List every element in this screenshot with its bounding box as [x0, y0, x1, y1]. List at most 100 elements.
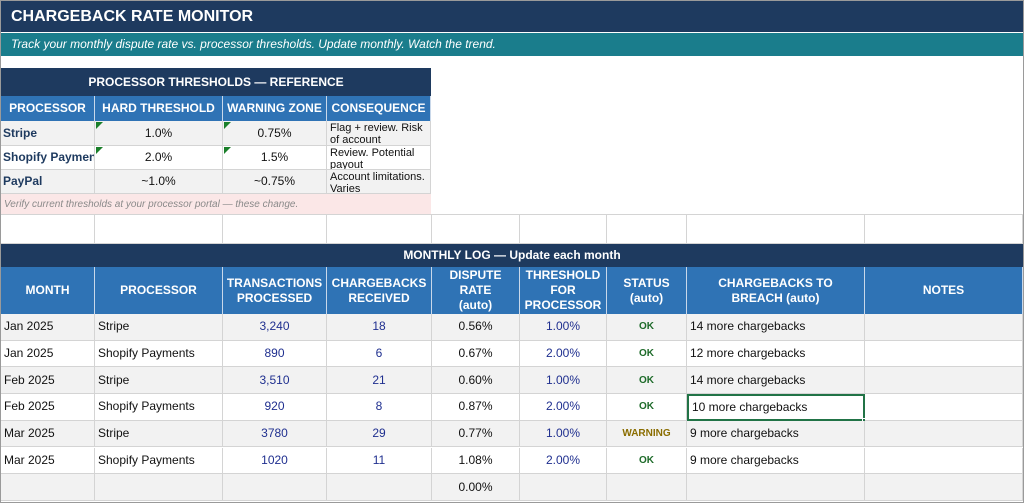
log-column-header: MONTH: [1, 267, 95, 314]
log-cell[interactable]: Jan 2025: [1, 314, 95, 341]
ref-note: Verify current thresholds at your proces…: [1, 194, 431, 214]
log-cell[interactable]: 890: [223, 341, 327, 368]
log-cell[interactable]: OK: [607, 314, 687, 341]
empty-cell: [520, 214, 607, 244]
log-cell[interactable]: 10 more chargebacks: [687, 394, 865, 421]
empty-cell: [865, 214, 1023, 244]
log-cell[interactable]: 3,240: [223, 314, 327, 341]
log-column-header: CHARGEBACKS RECEIVED: [327, 267, 432, 314]
log-column-header: THRESHOLD FOR PROCESSOR: [520, 267, 607, 314]
log-column-header: PROCESSOR: [95, 267, 223, 314]
log-cell[interactable]: 2.00%: [520, 394, 607, 421]
log-column-header: TRANSACTIONS PROCESSED: [223, 267, 327, 314]
ref-cell[interactable]: Review. Potential payout: [327, 146, 431, 170]
log-title: MONTHLY LOG — Update each month: [1, 244, 1023, 267]
log-cell[interactable]: 3780: [223, 421, 327, 448]
log-cell[interactable]: 9 more chargebacks: [687, 421, 865, 448]
log-cell[interactable]: 9 more chargebacks: [687, 448, 865, 475]
empty-cell: [865, 314, 1023, 341]
log-cell[interactable]: 11: [327, 448, 432, 475]
log-cell[interactable]: WARNING: [607, 421, 687, 448]
log-cell[interactable]: 14 more chargebacks: [687, 314, 865, 341]
empty-cell: [865, 421, 1023, 448]
empty-cell: [95, 214, 223, 244]
comment-indicator: [224, 147, 231, 154]
empty-cell: [1, 214, 95, 244]
log-cell[interactable]: 0.00%: [432, 474, 520, 501]
comment-indicator: [224, 122, 231, 129]
empty-cell: [327, 214, 432, 244]
ref-cell[interactable]: Flag + review. Risk of account: [327, 121, 431, 146]
log-cell[interactable]: 0.60%: [432, 367, 520, 394]
empty-cell: [223, 474, 327, 501]
empty-cell: [865, 367, 1023, 394]
log-cell[interactable]: 0.77%: [432, 421, 520, 448]
ref-column-header: HARD THRESHOLD: [95, 96, 223, 121]
log-cell[interactable]: OK: [607, 341, 687, 368]
empty-cell: [865, 448, 1023, 475]
log-cell[interactable]: 0.56%: [432, 314, 520, 341]
log-cell[interactable]: Stripe: [95, 421, 223, 448]
log-cell[interactable]: 3,510: [223, 367, 327, 394]
log-cell[interactable]: 12 more chargebacks: [687, 341, 865, 368]
empty-cell: [687, 214, 865, 244]
sheet-title: CHARGEBACK RATE MONITOR: [1, 1, 1023, 32]
empty-cell: [1, 474, 95, 501]
log-cell[interactable]: 1.00%: [520, 367, 607, 394]
log-cell[interactable]: 2.00%: [520, 341, 607, 368]
log-cell[interactable]: Shopify Payments: [95, 448, 223, 475]
empty-cell: [865, 341, 1023, 368]
ref-cell[interactable]: Shopify Paymen: [1, 146, 95, 170]
log-cell[interactable]: 1.00%: [520, 421, 607, 448]
log-cell[interactable]: Stripe: [95, 314, 223, 341]
log-cell[interactable]: 920: [223, 394, 327, 421]
log-cell[interactable]: OK: [607, 448, 687, 475]
ref-cell[interactable]: 1.0%: [95, 121, 223, 146]
log-cell[interactable]: Jan 2025: [1, 341, 95, 368]
log-cell[interactable]: 0.67%: [432, 341, 520, 368]
log-column-header: NOTES: [865, 267, 1023, 314]
sheet-subtitle: Track your monthly dispute rate vs. proc…: [1, 33, 1023, 56]
ref-cell[interactable]: PayPal: [1, 170, 95, 194]
empty-cell: [687, 474, 865, 501]
ref-cell[interactable]: 1.5%: [223, 146, 327, 170]
log-column-header: CHARGEBACKS TO BREACH (auto): [687, 267, 865, 314]
ref-cell[interactable]: Stripe: [1, 121, 95, 146]
empty-cell: [865, 474, 1023, 501]
comment-indicator: [96, 147, 103, 154]
ref-title: PROCESSOR THRESHOLDS — REFERENCE: [1, 68, 431, 96]
ref-cell[interactable]: Account limitations. Varies: [327, 170, 431, 194]
ref-cell[interactable]: ~1.0%: [95, 170, 223, 194]
empty-cell: [95, 474, 223, 501]
empty-cell: [607, 474, 687, 501]
log-cell[interactable]: Feb 2025: [1, 394, 95, 421]
log-cell[interactable]: 0.87%: [432, 394, 520, 421]
log-column-header: DISPUTE RATE (auto): [432, 267, 520, 314]
log-cell[interactable]: Mar 2025: [1, 421, 95, 448]
log-cell[interactable]: Shopify Payments: [95, 394, 223, 421]
log-cell[interactable]: 1.00%: [520, 314, 607, 341]
log-cell[interactable]: Feb 2025: [1, 367, 95, 394]
log-cell[interactable]: Mar 2025: [1, 448, 95, 475]
empty-cell: [520, 474, 607, 501]
ref-cell[interactable]: ~0.75%: [223, 170, 327, 194]
log-cell[interactable]: OK: [607, 394, 687, 421]
log-cell[interactable]: 8: [327, 394, 432, 421]
log-cell[interactable]: 18: [327, 314, 432, 341]
log-cell[interactable]: 29: [327, 421, 432, 448]
log-cell[interactable]: 1.08%: [432, 448, 520, 475]
log-cell[interactable]: 2.00%: [520, 448, 607, 475]
log-cell[interactable]: 6: [327, 341, 432, 368]
log-cell[interactable]: 14 more chargebacks: [687, 367, 865, 394]
log-cell[interactable]: Shopify Payments: [95, 341, 223, 368]
log-cell[interactable]: 21: [327, 367, 432, 394]
log-cell[interactable]: OK: [607, 367, 687, 394]
log-cell[interactable]: 1020: [223, 448, 327, 475]
log-cell[interactable]: Stripe: [95, 367, 223, 394]
ref-cell[interactable]: 2.0%: [95, 146, 223, 170]
empty-cell: [607, 214, 687, 244]
ref-column-header: PROCESSOR: [1, 96, 95, 121]
ref-cell[interactable]: 0.75%: [223, 121, 327, 146]
log-column-header: STATUS (auto): [607, 267, 687, 314]
